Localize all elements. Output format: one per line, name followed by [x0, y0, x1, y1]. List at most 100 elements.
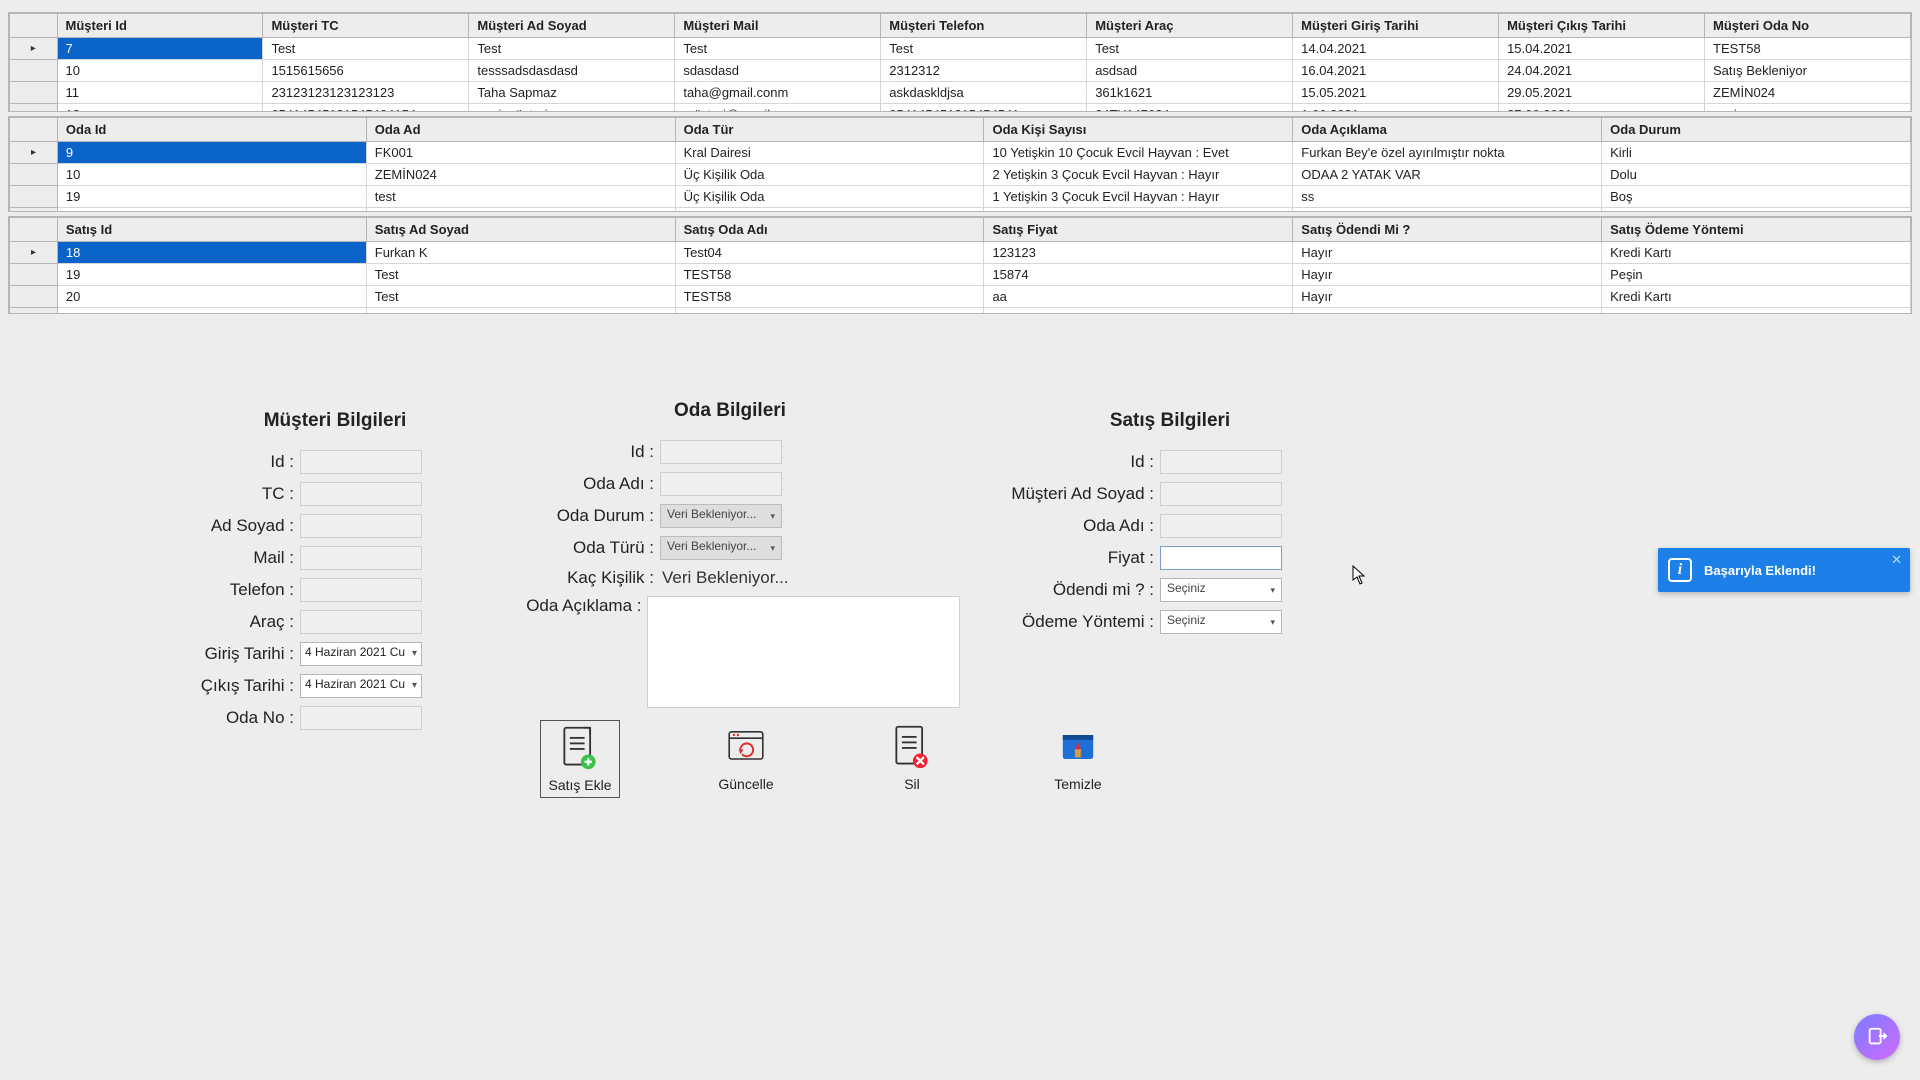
cell[interactable]: müsteri@gmail.com: [675, 104, 881, 112]
cell[interactable]: 11: [57, 82, 263, 104]
cell[interactable]: 16.04.2021: [1293, 60, 1499, 82]
col-header[interactable]: Müşteri Telefon: [881, 14, 1087, 38]
cell[interactable]: Test: [366, 264, 675, 286]
cell[interactable]: 10: [57, 164, 366, 186]
cell[interactable]: ss: [1293, 186, 1602, 208]
cell[interactable]: Üç Kişilik Oda: [675, 186, 984, 208]
add-sale-button[interactable]: Satış Ekle: [540, 720, 620, 798]
col-header[interactable]: Oda Durum: [1602, 118, 1911, 142]
cell[interactable]: yeni: [1705, 104, 1911, 112]
checkout-date-picker[interactable]: 4 Haziran 2021 Cu▾: [300, 674, 422, 698]
cell[interactable]: Test: [366, 286, 675, 308]
cell[interactable]: Kredi Kartı: [1602, 308, 1911, 314]
customer-phone-input[interactable]: [300, 578, 422, 602]
cell[interactable]: Üç Kişilik Oda: [675, 164, 984, 186]
cell[interactable]: 15874: [984, 264, 1293, 286]
cell[interactable]: Taha Sapmaz: [469, 82, 675, 104]
room-type-select[interactable]: Veri Bekleniyor...▾: [660, 536, 782, 560]
cell[interactable]: sdasdasd: [675, 60, 881, 82]
sale-id-input[interactable]: [1160, 450, 1282, 474]
cell[interactable]: Boş: [1602, 186, 1911, 208]
cell[interactable]: asdasd: [1293, 208, 1602, 212]
cell[interactable]: 12: [57, 104, 263, 112]
cell[interactable]: 1 Yetişkin 4 Çocuk Evcil Hayvan : Evet: [984, 208, 1293, 212]
cell[interactable]: 14.04.2021: [1293, 38, 1499, 60]
cell[interactable]: Hayır: [1293, 264, 1602, 286]
cell[interactable]: 7: [57, 38, 263, 60]
cell[interactable]: 24.04.2021: [1499, 60, 1705, 82]
cell[interactable]: 361k1621: [1087, 82, 1293, 104]
cell[interactable]: 1274: [984, 308, 1293, 314]
col-header[interactable]: Müşteri Oda No: [1705, 14, 1911, 38]
cell[interactable]: 123123: [984, 242, 1293, 264]
cell[interactable]: tesssadsdasdasd: [469, 60, 675, 82]
cell[interactable]: askdaskldjsa: [881, 82, 1087, 104]
checkin-date-picker[interactable]: 4 Haziran 2021 Cu▾: [300, 642, 422, 666]
cell[interactable]: ZEMİN024: [366, 164, 675, 186]
update-button[interactable]: Güncelle: [706, 720, 786, 798]
cell[interactable]: TEST58: [1705, 38, 1911, 60]
cell[interactable]: 10 Yetişkin 10 Çocuk Evcil Hayvan : Evet: [984, 142, 1293, 164]
cell[interactable]: ODAA 2 YATAK VAR: [1293, 164, 1602, 186]
cell[interactable]: Hayır: [1293, 286, 1602, 308]
customer-roomno-input[interactable]: [300, 706, 422, 730]
cell[interactable]: 34TY147034: [1087, 104, 1293, 112]
customer-id-input[interactable]: [300, 450, 422, 474]
col-header[interactable]: Satış Ödendi Mi ?: [1293, 218, 1602, 242]
col-header[interactable]: Müşteri Id: [57, 14, 263, 38]
cell[interactable]: Üç Kişilik Oda: [675, 208, 984, 212]
cell[interactable]: asdsad: [1087, 60, 1293, 82]
col-header[interactable]: Satış Id: [57, 218, 366, 242]
cell[interactable]: 1.06.2021: [1293, 104, 1499, 112]
col-header[interactable]: Müşteri Mail: [675, 14, 881, 38]
customer-mail-input[interactable]: [300, 546, 422, 570]
customers-grid[interactable]: Müşteri Id Müşteri TC Müşteri Ad Soyad M…: [8, 12, 1912, 112]
cell[interactable]: 054145451215454541: [881, 104, 1087, 112]
cell[interactable]: test: [366, 186, 675, 208]
col-header[interactable]: Satış Ödeme Yöntemi: [1602, 218, 1911, 242]
col-header[interactable]: Müşteri Çıkış Tarihi: [1499, 14, 1705, 38]
cell[interactable]: Furkan Bey'e özel ayırılmıştır nokta: [1293, 142, 1602, 164]
cell[interactable]: 24: [57, 308, 366, 314]
cell[interactable]: 10: [57, 60, 263, 82]
table-row[interactable]: 10 1515615656 tesssadsdasdasd sdasdasd 2…: [10, 60, 1911, 82]
cell[interactable]: 19: [57, 264, 366, 286]
sales-grid[interactable]: Satış Id Satış Ad Soyad Satış Oda Adı Sa…: [8, 216, 1912, 314]
cell[interactable]: 2312312: [881, 60, 1087, 82]
cell[interactable]: tesssadsdasdasd: [366, 308, 675, 314]
col-header[interactable]: Müşteri TC: [263, 14, 469, 38]
cell[interactable]: Kral Dairesi: [675, 142, 984, 164]
table-row[interactable]: 11 23123123123123123 Taha Sapmaz taha@gm…: [10, 82, 1911, 104]
delete-button[interactable]: Sil: [872, 720, 952, 798]
table-row[interactable]: 10 ZEMİN024 Üç Kişilik Oda 2 Yetişkin 3 …: [10, 164, 1911, 186]
cell[interactable]: Peşin: [1602, 264, 1911, 286]
table-row[interactable]: 12 05414545121545424154 yeni müşteri müs…: [10, 104, 1911, 112]
close-icon[interactable]: ✕: [1891, 552, 1902, 568]
cell[interactable]: Test: [263, 38, 469, 60]
cell[interactable]: taha@gmail.conm: [675, 82, 881, 104]
cell[interactable]: Kirli: [1602, 142, 1911, 164]
cell[interactable]: Satış Bekleniyor: [1705, 60, 1911, 82]
cell[interactable]: ZEMİN024: [1705, 82, 1911, 104]
cell[interactable]: Hayır: [1293, 242, 1602, 264]
col-header[interactable]: Oda Açıklama: [1293, 118, 1602, 142]
cell[interactable]: 15.04.2021: [1499, 38, 1705, 60]
col-header[interactable]: Oda Tür: [675, 118, 984, 142]
cell[interactable]: test2: [366, 208, 675, 212]
cell[interactable]: Dolu: [1602, 164, 1911, 186]
cell[interactable]: Kredi Kartı: [1602, 286, 1911, 308]
cell[interactable]: 23123123123123123: [263, 82, 469, 104]
col-header[interactable]: Müşteri Ad Soyad: [469, 14, 675, 38]
sale-customer-input[interactable]: [1160, 482, 1282, 506]
export-floating-button[interactable]: [1854, 1014, 1900, 1060]
col-header[interactable]: Oda Kişi Sayısı: [984, 118, 1293, 142]
cell[interactable]: 19: [57, 186, 366, 208]
cell[interactable]: Evet: [1293, 308, 1602, 314]
col-header[interactable]: Oda Ad: [366, 118, 675, 142]
cell[interactable]: Test04: [675, 242, 984, 264]
cell[interactable]: yeni müşteri: [469, 104, 675, 112]
cell[interactable]: 9: [57, 142, 366, 164]
room-id-input[interactable]: [660, 440, 782, 464]
table-row[interactable]: ▸ 9 FK001 Kral Dairesi 10 Yetişkin 10 Ço…: [10, 142, 1911, 164]
col-header[interactable]: Satış Ad Soyad: [366, 218, 675, 242]
